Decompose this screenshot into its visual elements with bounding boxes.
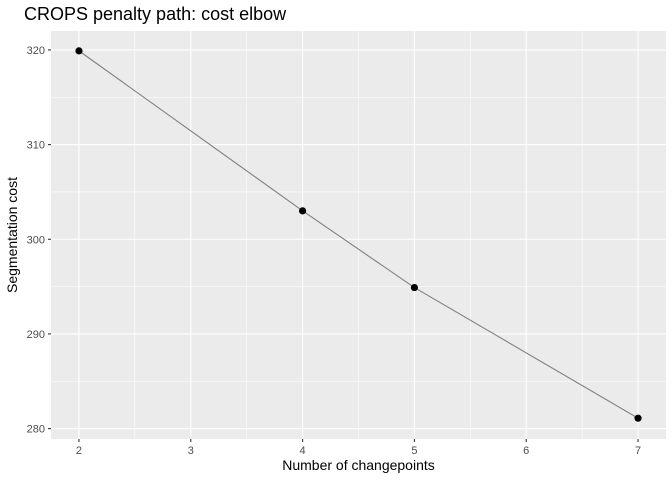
y-axis: 280 290 300 310 320 [27,45,51,436]
chart-title: CROPS penalty path: cost elbow [24,4,287,24]
y-tick-label: 280 [27,424,45,436]
series-line [78,50,639,419]
grid-minor [51,31,666,439]
x-tick-label: 2 [76,445,82,457]
y-tick-label: 290 [27,329,45,341]
x-tick-label: 5 [411,445,417,457]
y-tick-label: 320 [27,45,45,57]
x-tick-label: 4 [300,445,306,457]
data-point [75,47,83,55]
x-axis-title: Number of changepoints [282,457,435,473]
grid-major [51,31,666,439]
x-tick-label: 6 [523,445,529,457]
data-points [75,47,642,422]
x-tick-label: 7 [635,445,641,457]
x-axis: 2 3 4 5 6 7 [76,439,641,457]
data-point [410,283,419,292]
y-tick-label: 310 [27,140,45,152]
data-point [298,207,307,215]
data-point [634,414,642,422]
y-tick-label: 300 [27,234,45,246]
y-axis-title: Segmentation cost [4,177,20,293]
x-tick-label: 3 [188,445,194,457]
